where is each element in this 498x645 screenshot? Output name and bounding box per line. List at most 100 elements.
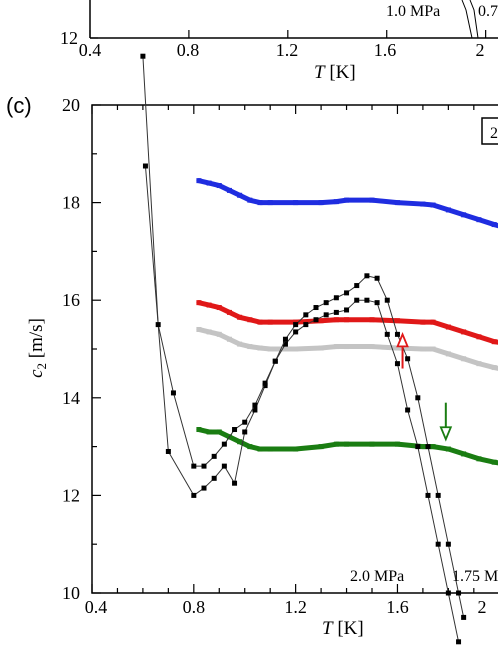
y-tick-label: 10 (62, 583, 80, 603)
data-point (140, 53, 146, 59)
top-panel-ticks (89, 30, 487, 38)
data-point (221, 441, 227, 447)
data-point (237, 314, 243, 320)
data-point (354, 283, 360, 289)
top-panel: 12 0.4 0.8 1.2 1.6 2 T [K] 1.0 MPa 0.7 (60, 0, 498, 83)
data-point (344, 307, 350, 313)
data-point (344, 441, 350, 447)
series-line (196, 178, 498, 229)
data-point (456, 639, 462, 645)
series-layer (140, 53, 498, 645)
legend-box-text: 2 (490, 125, 498, 142)
data-point (420, 444, 426, 450)
data-point (364, 273, 370, 279)
data-point (354, 297, 360, 303)
data-point (394, 331, 400, 337)
y-tick-label: 18 (62, 193, 80, 213)
axis-ticks (91, 104, 475, 594)
data-point (257, 319, 263, 325)
data-point (445, 351, 451, 357)
data-point (252, 407, 258, 413)
data-point (369, 197, 375, 203)
data-point (430, 346, 436, 352)
data-point (318, 200, 324, 206)
data-point (237, 192, 243, 198)
data-point (384, 297, 390, 303)
series-red (196, 300, 498, 345)
data-point (318, 444, 324, 450)
data-point (445, 207, 451, 213)
data-point (318, 345, 324, 351)
data-point (237, 439, 243, 445)
x-tick-label: 0.8 (183, 597, 206, 617)
data-point (430, 319, 436, 325)
data-point (333, 441, 339, 447)
data-point (303, 322, 309, 328)
data-point (221, 463, 227, 469)
data-point (293, 200, 299, 206)
data-point (206, 329, 212, 335)
data-point (191, 463, 197, 469)
data-point (293, 329, 299, 335)
y-tick-label: 20 (62, 95, 80, 115)
data-point (333, 199, 339, 205)
arrow-layer (396, 332, 453, 442)
y-axis-title: c2 [m/s] (26, 318, 49, 378)
data-point (216, 331, 222, 337)
data-point (196, 300, 202, 306)
data-point (323, 312, 329, 318)
data-point (445, 324, 451, 330)
data-point (476, 361, 482, 367)
data-point (374, 275, 380, 281)
data-point (333, 309, 339, 315)
series-blue (196, 178, 498, 229)
data-point (374, 300, 380, 306)
top-panel-annotation: 1.0 MPa (386, 3, 440, 20)
data-point (282, 336, 288, 342)
data-point (242, 429, 248, 435)
data-point (394, 318, 400, 324)
top-panel-annotation: 0.7 (478, 3, 498, 20)
data-point (293, 346, 299, 352)
top-panel-x-axis-title: T [K] (314, 62, 356, 83)
data-point (242, 419, 248, 425)
data-point (318, 318, 324, 324)
data-point (211, 475, 217, 481)
data-point (142, 163, 148, 169)
data-point (394, 361, 400, 367)
annotation-pressure: 1.75 M (452, 568, 498, 585)
data-point (445, 446, 451, 452)
data-point (420, 319, 426, 325)
data-point (247, 344, 253, 350)
data-point (344, 344, 350, 350)
data-point (456, 590, 462, 596)
series-green (196, 427, 498, 466)
y-tick-label: 12 (62, 485, 80, 505)
data-point (430, 202, 436, 208)
data-point (282, 341, 288, 347)
series-gray (196, 326, 498, 371)
data-point (384, 331, 390, 337)
data-point (155, 322, 161, 328)
data-point (405, 407, 411, 413)
series-line (196, 326, 498, 371)
data-point (293, 322, 299, 328)
x-axis-title: T [K] (322, 618, 364, 639)
series-black (140, 53, 467, 620)
data-point (226, 187, 232, 193)
annotation-pressure: 2.0 MPa (350, 568, 404, 585)
data-point (232, 480, 238, 486)
data-point (476, 217, 482, 223)
y-tick-label: 14 (62, 388, 80, 408)
data-point (461, 614, 467, 620)
top-panel-x-tick-label: 1.2 (276, 40, 299, 60)
data-point (257, 200, 263, 206)
data-point (445, 590, 451, 596)
data-point (196, 178, 202, 184)
data-point (425, 492, 431, 498)
data-point (420, 201, 426, 207)
data-point (369, 344, 375, 350)
data-point (491, 339, 497, 345)
arrow-red (396, 332, 409, 369)
